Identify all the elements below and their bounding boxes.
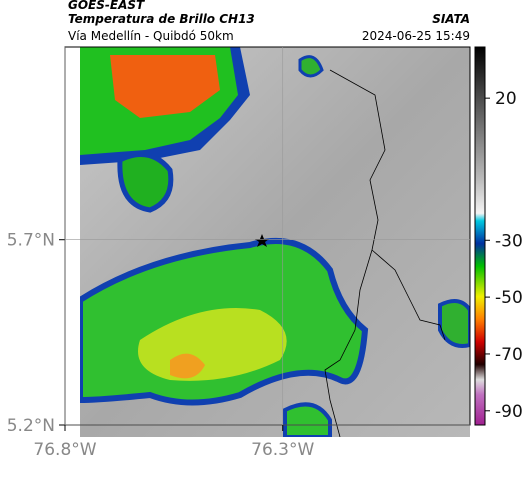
colorbar (474, 46, 486, 426)
location-star (255, 234, 269, 247)
colorbar-label: -50 (495, 288, 523, 308)
colorbar-label: 20 (495, 89, 517, 109)
source: SIATA (432, 12, 470, 26)
x-tick-label: 76.8°W (33, 440, 96, 460)
satellite-image (80, 47, 470, 437)
y-tick-label: 5.7°N (7, 231, 55, 251)
x-tick-label: 76.3°W (251, 440, 314, 460)
y-tick-label: 5.2°N (7, 416, 55, 436)
colorbar-label: -70 (495, 345, 523, 365)
title: GOES-EAST (68, 0, 145, 12)
colorbar-label: -30 (495, 231, 523, 251)
colorbar-label: -90 (495, 402, 523, 422)
route: Vía Medellín - Quibdó 50km (68, 29, 234, 43)
datetime: 2024-06-25 15:49 (362, 29, 470, 43)
subtitle: Temperatura de Brillo CH13 (68, 12, 255, 26)
